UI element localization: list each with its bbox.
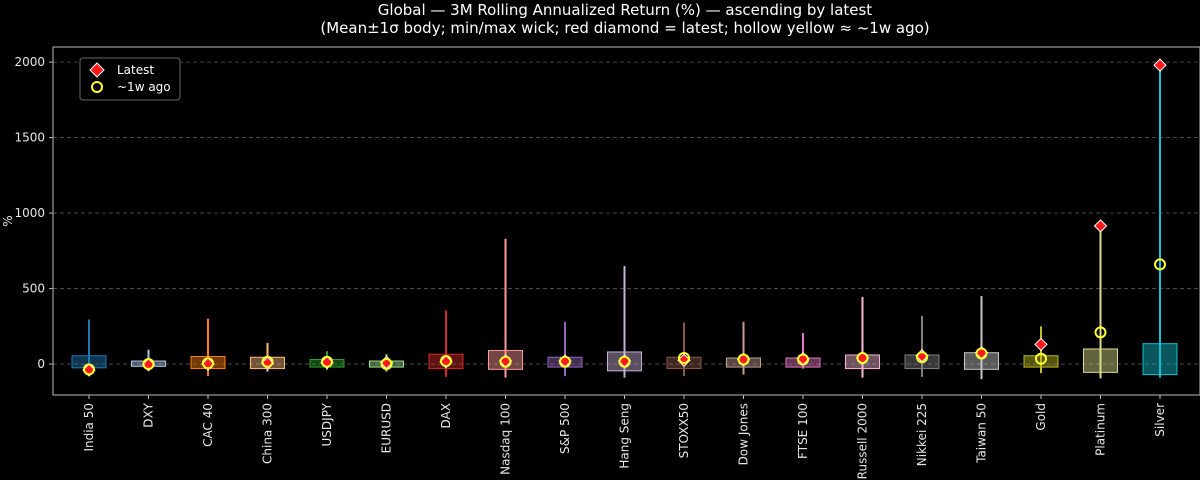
chart-title: Global — 3M Rolling Annualized Return (%… xyxy=(378,1,873,19)
week-ago-marker xyxy=(678,352,690,365)
week-ago-marker xyxy=(499,355,512,368)
plot-frame xyxy=(52,46,1200,396)
grid-layer xyxy=(53,61,1200,365)
x-tick-label: S&P 500 xyxy=(558,403,572,454)
candle-group xyxy=(1142,58,1178,378)
x-tick-label: DAX xyxy=(439,403,453,428)
legend-week-ago-label: ~1w ago xyxy=(117,80,171,94)
week-ago-marker xyxy=(380,358,393,371)
candle-group xyxy=(607,265,642,378)
latest-marker xyxy=(1093,219,1108,233)
x-tick-label: Russell 2000 xyxy=(856,403,870,479)
candle-group xyxy=(726,321,761,375)
candle-group xyxy=(488,238,523,378)
x-tick-label: Silver xyxy=(1153,403,1167,437)
week-ago-marker xyxy=(1154,258,1166,271)
candle-group xyxy=(71,319,107,377)
week-ago-marker xyxy=(618,355,631,368)
sigma-body xyxy=(1142,343,1178,376)
candle-group xyxy=(250,342,285,372)
legend-latest-diamond-icon xyxy=(89,62,105,78)
x-tick-label: STOXX50 xyxy=(677,403,691,458)
marks-layer xyxy=(71,58,1178,380)
week-ago-marker xyxy=(916,351,928,364)
candle-group xyxy=(547,321,583,377)
candle-group xyxy=(785,333,821,369)
candle-group xyxy=(964,296,999,380)
x-tick-label: Dow Jones xyxy=(737,403,751,465)
y-tick-label: 0 xyxy=(37,357,45,371)
legend-box xyxy=(79,57,181,101)
x-tick-label: USDJPY xyxy=(320,402,334,446)
x-tick-label: Nikkei 225 xyxy=(915,403,929,466)
x-tick-label: Gold xyxy=(1034,403,1048,431)
y-tick-label: 1000 xyxy=(14,206,45,220)
candle-group xyxy=(1083,219,1118,379)
x-ticks: India 50 DXY CAC 40 China 300 USDJPY EURUSD DA… xyxy=(82,395,1167,479)
candle-group xyxy=(369,354,404,372)
sigma-body xyxy=(1083,348,1118,373)
week-ago-marker xyxy=(1035,352,1047,365)
y-tick-label: 2000 xyxy=(14,55,45,69)
latest-marker xyxy=(1034,337,1048,352)
x-tick-label: Platinum xyxy=(1094,403,1108,456)
x-tick-label: EURUSD xyxy=(380,403,394,453)
x-tick-label: China 300 xyxy=(261,403,275,464)
week-ago-marker xyxy=(440,355,452,368)
legend-latest-label: Latest xyxy=(117,63,154,77)
candle-group xyxy=(904,315,940,377)
week-ago-marker xyxy=(142,358,155,371)
chart-subtitle: (Mean±1σ body; min/max wick; red diamond… xyxy=(320,19,929,37)
x-tick-label: Nasdaq 100 xyxy=(499,403,513,475)
y-axis-label: % xyxy=(1,215,15,226)
candle-group xyxy=(666,322,702,377)
candle-group xyxy=(1023,326,1059,374)
candle-group xyxy=(309,351,345,371)
x-tick-label: Hang Seng xyxy=(618,403,632,469)
candle-group xyxy=(131,349,166,372)
x-tick-label: DXY xyxy=(142,402,156,427)
x-tick-label: Taiwan 50 xyxy=(975,403,989,464)
week-ago-marker xyxy=(1094,326,1107,339)
week-ago-marker xyxy=(83,363,95,376)
candle-group xyxy=(428,310,464,377)
y-ticks: 0 500 1000 1500 2000 xyxy=(14,55,53,371)
sigma-body xyxy=(1023,355,1059,368)
x-tick-label: FTSE 100 xyxy=(796,403,810,459)
week-ago-marker xyxy=(975,347,988,360)
candle-group xyxy=(845,296,880,378)
week-ago-marker xyxy=(261,355,274,368)
legend-week-ago-circle-icon xyxy=(91,81,103,93)
week-ago-marker xyxy=(856,352,869,365)
latest-marker xyxy=(1153,58,1167,72)
candle-group xyxy=(190,318,226,377)
x-tick-label: India 50 xyxy=(82,403,96,452)
y-tick-label: 500 xyxy=(22,282,45,296)
week-ago-marker xyxy=(559,355,571,368)
legend: Latest ~1w ago xyxy=(79,57,181,101)
y-tick-label: 1500 xyxy=(14,131,45,145)
week-ago-marker xyxy=(797,353,809,366)
week-ago-marker xyxy=(737,353,750,366)
week-ago-marker xyxy=(321,355,333,368)
week-ago-marker xyxy=(202,357,214,370)
x-tick-label: CAC 40 xyxy=(201,403,215,447)
